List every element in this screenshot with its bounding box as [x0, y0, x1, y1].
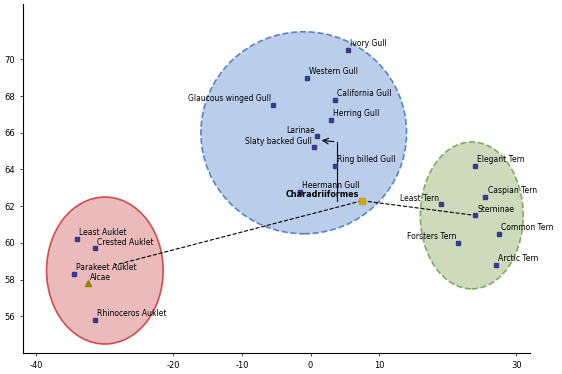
Text: Heermann Gull: Heermann Gull — [302, 181, 360, 190]
Text: Ivory Gull: Ivory Gull — [350, 39, 387, 48]
Text: Glaucous winged Gull: Glaucous winged Gull — [188, 94, 271, 103]
Text: Caspian Tern: Caspian Tern — [487, 186, 537, 195]
Text: Alcae: Alcae — [90, 273, 111, 282]
Text: Least Tern: Least Tern — [400, 194, 439, 203]
Text: Elegant Tern: Elegant Tern — [477, 155, 525, 164]
Ellipse shape — [47, 197, 163, 344]
Text: California Gull: California Gull — [337, 89, 391, 98]
Text: Ring billed Gull: Ring billed Gull — [337, 155, 395, 164]
Ellipse shape — [420, 142, 523, 289]
Text: Common Tern: Common Tern — [501, 223, 554, 232]
Text: Parakeet Auklet: Parakeet Auklet — [76, 263, 137, 272]
Text: Charadriiformes: Charadriiformes — [286, 190, 359, 199]
Text: Slaty backed Gull: Slaty backed Gull — [245, 137, 312, 145]
Text: Larinae: Larinae — [287, 126, 315, 135]
Text: Rhinoceros Auklet: Rhinoceros Auklet — [97, 309, 166, 318]
Ellipse shape — [201, 32, 407, 234]
Text: Herring Gull: Herring Gull — [333, 109, 379, 118]
Text: Western Gull: Western Gull — [309, 67, 358, 76]
Text: Arctic Tern: Arctic Tern — [498, 254, 538, 263]
Text: Sterninae: Sterninae — [477, 205, 514, 214]
Text: Forsters Tern: Forsters Tern — [407, 232, 456, 241]
Text: Crested Auklet: Crested Auklet — [97, 237, 153, 246]
Text: Least Auklet: Least Auklet — [79, 229, 127, 237]
